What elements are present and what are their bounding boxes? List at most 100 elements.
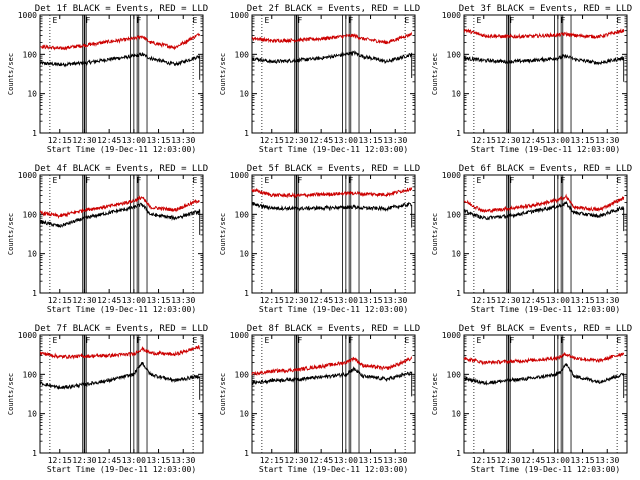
y-axis-label: Counts/sec — [7, 213, 15, 255]
x-tick-label: 12:30 — [496, 456, 520, 465]
x-tick-label: 12:15 — [472, 296, 496, 305]
x-tick-label: 13:30 — [595, 296, 619, 305]
y-tick-label: 1 — [244, 129, 249, 138]
x-tick-label: 12:30 — [72, 296, 96, 305]
x-tick-label: 13:00 — [334, 136, 358, 145]
x-tick-label: 12:15 — [260, 136, 284, 145]
lld-series-line — [39, 195, 200, 220]
panel-det-5: Det 5f BLACK = Events, RED = LLD E F F E 1 10 1… — [219, 164, 420, 314]
y-tick-label: 100 — [447, 210, 462, 219]
plot-frame — [463, 174, 628, 294]
y-tick-label: 100 — [447, 50, 462, 59]
panel-det-1: Det 1f BLACK = Events, RED = LLD E F F E 1 10 1… — [7, 4, 208, 154]
x-tick-label: 12:15 — [472, 456, 496, 465]
x-tick-label: 13:00 — [334, 296, 358, 305]
flag-letter: F — [297, 16, 302, 25]
flag-letter: E — [53, 176, 58, 185]
x-tick-label: 12:15 — [472, 136, 496, 145]
flag-letter: F — [297, 176, 302, 185]
events-series-line — [463, 53, 625, 82]
y-axis-label: Counts/sec — [219, 53, 227, 95]
panel-det-9: Det 9f BLACK = Events, RED = LLD E F F E 1 10 1… — [431, 324, 632, 474]
panel-title: Det 1f BLACK = Events, RED = LLD — [35, 4, 208, 14]
y-tick-label: 100 — [235, 370, 250, 379]
flag-letter: E — [477, 16, 482, 25]
plot-frame — [251, 334, 416, 454]
y-tick-label: 1000 — [18, 171, 37, 180]
x-tick-label: 12:30 — [284, 136, 308, 145]
x-tick-label: 12:45 — [97, 136, 121, 145]
plot-frame — [251, 174, 416, 294]
flag-letter: E — [192, 16, 197, 25]
panel-title: Det 9f BLACK = Events, RED = LLD — [459, 324, 632, 334]
x-axis-label: Start Time (19-Dec-11 12:03:00) — [259, 145, 408, 154]
y-tick-label: 10 — [239, 410, 249, 419]
lld-series-line — [463, 351, 625, 366]
x-axis-label: Start Time (19-Dec-11 12:03:00) — [47, 145, 196, 154]
x-tick-label: 13:00 — [334, 456, 358, 465]
x-tick-label: 13:00 — [122, 136, 146, 145]
lld-series-line — [39, 344, 201, 360]
lld-series-line — [251, 187, 413, 199]
flag-letter: E — [265, 16, 270, 25]
x-tick-label: 13:15 — [570, 456, 594, 465]
x-tick-label: 13:00 — [546, 136, 570, 145]
flag-letter: E — [404, 336, 409, 345]
y-tick-label: 100 — [235, 210, 250, 219]
y-axis-label: Counts/sec — [219, 373, 227, 415]
x-tick-label: 13:30 — [171, 136, 195, 145]
events-series-line — [39, 202, 201, 235]
panel-title: Det 3f BLACK = Events, RED = LLD — [459, 4, 632, 14]
panel-det-4: Det 4f BLACK = Events, RED = LLD E F F E 1 10 1… — [7, 164, 208, 314]
flag-letter: F — [85, 176, 90, 185]
plot-frame — [251, 14, 416, 134]
flag-letter: E — [265, 176, 270, 185]
flag-letter: E — [192, 176, 197, 185]
events-series-line — [251, 366, 413, 397]
x-axis-label: Start Time (19-Dec-11 12:03:00) — [471, 465, 620, 474]
x-tick-label: 13:15 — [570, 136, 594, 145]
y-tick-label: 1000 — [442, 11, 461, 20]
flag-letter: E — [192, 336, 197, 345]
x-tick-label: 13:15 — [146, 296, 170, 305]
panel-title: Det 4f BLACK = Events, RED = LLD — [35, 164, 208, 174]
y-tick-label: 10 — [27, 410, 37, 419]
flag-letter: F — [560, 176, 565, 185]
x-tick-label: 12:30 — [496, 296, 520, 305]
plot-frame — [39, 14, 204, 134]
flag-letter: F — [348, 176, 353, 185]
flag-letter: E — [616, 176, 621, 185]
x-tick-label: 13:15 — [358, 456, 382, 465]
x-tick-label: 13:15 — [358, 136, 382, 145]
x-tick-label: 12:30 — [284, 296, 308, 305]
lld-series-line — [463, 28, 625, 40]
flag-letter: E — [477, 336, 482, 345]
plot-frame — [39, 334, 204, 454]
flag-letter: E — [53, 336, 58, 345]
x-tick-label: 12:30 — [284, 456, 308, 465]
flag-letter: F — [509, 16, 514, 25]
flag-letter: E — [616, 336, 621, 345]
x-axis-label: Start Time (19-Dec-11 12:03:00) — [471, 305, 620, 314]
y-tick-label: 1000 — [442, 331, 461, 340]
events-series-line — [463, 200, 625, 232]
flag-letter: F — [85, 16, 90, 25]
panel-title: Det 8f BLACK = Events, RED = LLD — [247, 324, 420, 334]
x-tick-label: 12:45 — [97, 296, 121, 305]
flag-letter: F — [85, 336, 90, 345]
x-tick-label: 12:45 — [521, 456, 545, 465]
y-axis-label: Counts/sec — [7, 53, 15, 95]
y-tick-label: 1000 — [230, 171, 249, 180]
flag-letter: F — [560, 16, 565, 25]
y-axis-label: Counts/sec — [431, 373, 439, 415]
panel-det-6: Det 6f BLACK = Events, RED = LLD E F F E 1 10 1… — [431, 164, 632, 314]
flag-letter: F — [297, 336, 302, 345]
x-tick-label: 13:15 — [570, 296, 594, 305]
lld-series-line — [251, 355, 413, 376]
flag-letter: F — [348, 336, 353, 345]
lld-series-line — [39, 32, 201, 51]
y-axis-label: Counts/sec — [219, 213, 227, 255]
flag-letter: F — [509, 176, 514, 185]
y-axis-label: Counts/sec — [7, 373, 15, 415]
y-tick-label: 10 — [239, 90, 249, 99]
